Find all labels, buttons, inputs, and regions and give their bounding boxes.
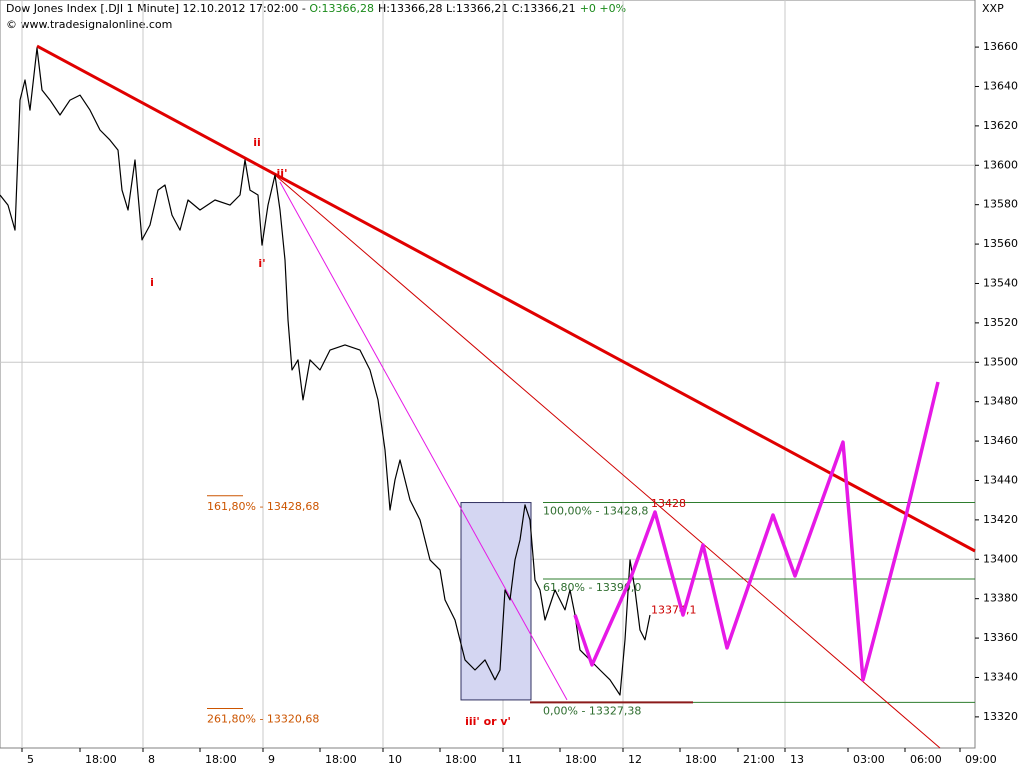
x-tick-label: 06:00 xyxy=(910,753,942,766)
x-tick-label: 5 xyxy=(27,753,34,766)
wave-label: i' xyxy=(258,257,265,270)
x-tick-label: 9 xyxy=(268,753,275,766)
fib-label: 61,80% - 13390,0 xyxy=(543,581,641,594)
y-tick-label: 13520 xyxy=(983,316,1018,329)
guide-line xyxy=(279,181,568,701)
projection-line xyxy=(573,381,940,682)
y-tick-label: 13560 xyxy=(983,237,1018,250)
wave-label: i xyxy=(150,276,154,289)
y-tick-label: 13420 xyxy=(983,513,1018,526)
copyright: © www.tradesignalonline.com xyxy=(6,18,172,31)
change: +0 +0% xyxy=(580,2,626,15)
y-tick-label: 13340 xyxy=(983,670,1018,683)
y-tick-label: 13440 xyxy=(983,473,1018,486)
x-tick-label: 18:00 xyxy=(565,753,597,766)
axis-label: XXP xyxy=(982,2,1004,15)
y-tick-label: 13640 xyxy=(983,79,1018,92)
y-tick-label: 13580 xyxy=(983,198,1018,211)
extension-label: 161,80% - 13428,68 xyxy=(207,500,319,513)
price-label: 13374,1 xyxy=(651,603,697,616)
y-tick-label: 13400 xyxy=(983,552,1018,565)
hlc: H:13366,28 L:13366,21 C:13366,21 xyxy=(378,2,576,15)
y-tick-label: 13660 xyxy=(983,40,1018,53)
price-line xyxy=(0,47,651,696)
x-tick-label: 13 xyxy=(790,753,804,766)
y-tick-label: 13500 xyxy=(983,355,1018,368)
resistance-line xyxy=(36,44,976,553)
header-line: Dow Jones Index [.DJI 1 Minute] 12.10.20… xyxy=(6,2,626,15)
y-tick-label: 13600 xyxy=(983,158,1018,171)
x-tick-label: 18:00 xyxy=(325,753,357,766)
x-tick-label: 12 xyxy=(628,753,642,766)
wave-label: ii' xyxy=(277,167,288,180)
x-tick-label: 10 xyxy=(388,753,402,766)
guide-line xyxy=(274,174,941,749)
x-tick-label: 03:00 xyxy=(853,753,885,766)
title: Dow Jones Index [.DJI 1 Minute] 12.10.20… xyxy=(6,2,309,15)
highlight-box xyxy=(460,502,532,701)
x-tick-label: 09:00 xyxy=(965,753,997,766)
x-tick-label: 18:00 xyxy=(685,753,717,766)
fib-label: 0,00% - 13327,38 xyxy=(543,704,641,717)
y-tick-label: 13460 xyxy=(983,434,1018,447)
wave-label: iii' or v' xyxy=(465,715,511,728)
x-tick-label: 18:00 xyxy=(445,753,477,766)
y-tick-label: 13380 xyxy=(983,592,1018,605)
extension-label: 261,80% - 13320,68 xyxy=(207,713,319,726)
y-tick-label: 13360 xyxy=(983,631,1018,644)
x-tick-label: 8 xyxy=(148,753,155,766)
x-tick-label: 18:00 xyxy=(85,753,117,766)
wave-label: ii xyxy=(253,136,261,149)
x-tick-label: 21:00 xyxy=(743,753,775,766)
y-tick-label: 13540 xyxy=(983,276,1018,289)
x-tick-label: 18:00 xyxy=(205,753,237,766)
y-tick-label: 13320 xyxy=(983,710,1018,723)
fib-label: 100,00% - 13428,8 xyxy=(543,505,648,518)
x-tick-label: 11 xyxy=(508,753,522,766)
y-tick-label: 13480 xyxy=(983,395,1018,408)
open: O:13366,28 xyxy=(309,2,374,15)
y-tick-label: 13620 xyxy=(983,119,1018,132)
